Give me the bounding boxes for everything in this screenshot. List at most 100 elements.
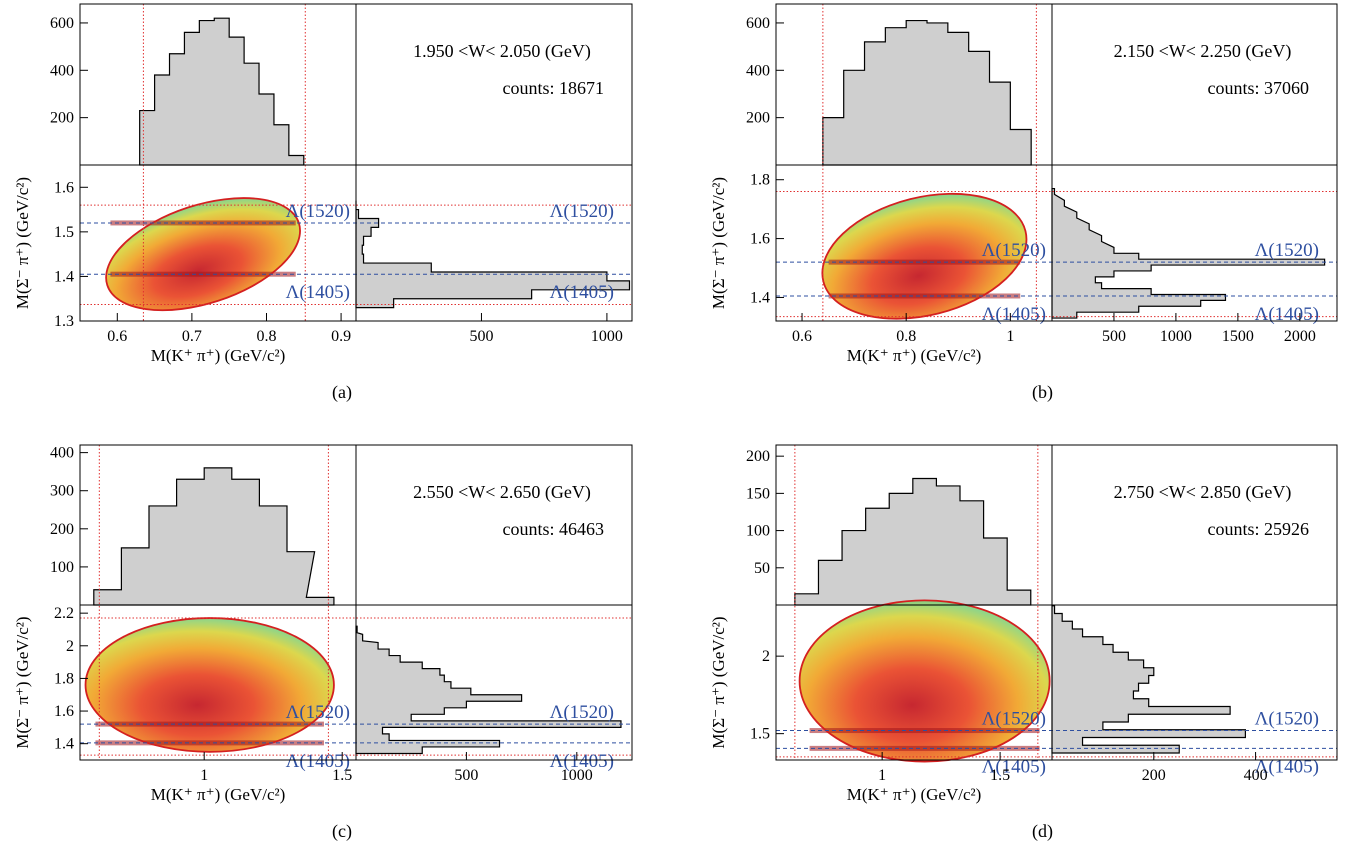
- counts-label: counts: 18671: [503, 78, 605, 98]
- top-histogram: [93, 467, 335, 606]
- y-tick-label: 1.4: [54, 736, 74, 753]
- top-y-tick-label: 200: [50, 521, 74, 538]
- side-x-tick-label: 2000: [1284, 328, 1316, 345]
- y-tick-label: 2: [762, 648, 770, 665]
- counts-label: counts: 37060: [1208, 78, 1310, 98]
- side-histogram: [1051, 187, 1326, 319]
- lambda-label-side: Λ(1520): [550, 702, 614, 723]
- x-tick-label: 1.5: [332, 767, 352, 784]
- side-x-tick-label: 400: [1244, 767, 1268, 784]
- lambda-label-main: Λ(1405): [286, 751, 350, 772]
- lambda-label-side: Λ(1520): [1255, 240, 1319, 261]
- top-histogram: [794, 477, 1032, 606]
- panel-c: Λ(1520) Λ(1520) Λ(1405) Λ(1405) 2.550 <W< 2.…: [13, 444, 633, 842]
- x-tick-label: 0.9: [331, 328, 351, 345]
- lambda-label-side: Λ(1405): [1255, 304, 1319, 325]
- y-tick-label: 1.8: [750, 172, 770, 189]
- top-y-tick-label: 150: [746, 485, 770, 502]
- x-axis-label: M(K⁺ π⁺) (GeV/c²): [151, 785, 286, 804]
- side-histogram: [355, 200, 631, 309]
- lambda-label-side: Λ(1405): [550, 751, 614, 772]
- lambda-label-side: Λ(1405): [1255, 756, 1319, 777]
- y-tick-label: 1.6: [54, 703, 74, 720]
- x-axis-label: M(K⁺ π⁺) (GeV/c²): [151, 346, 286, 365]
- y-tick-label: 1.5: [54, 224, 74, 241]
- top-histogram: [822, 19, 1032, 166]
- frame: [1051, 604, 1338, 761]
- x-tick-label: 1: [1006, 328, 1014, 345]
- y-tick-label: 1.4: [750, 289, 770, 306]
- y-tick-label: 1.5: [750, 726, 770, 743]
- y-tick-label: 1.4: [54, 268, 74, 285]
- density-region: [106, 198, 301, 311]
- panel-b: Λ(1520) Λ(1520) Λ(1405) Λ(1405) 2.150 <W< 2.…: [709, 3, 1338, 403]
- lambda-label-main: Λ(1520): [286, 702, 350, 723]
- y-tick-label: 1.8: [54, 670, 74, 687]
- side-x-tick-label: 1000: [1160, 328, 1192, 345]
- subfigure-caption: (c): [332, 821, 352, 842]
- x-axis-label: M(K⁺ π⁺) (GeV/c²): [847, 346, 982, 365]
- side-x-tick-label: 200: [1142, 767, 1166, 784]
- lambda-label-side: Λ(1520): [550, 201, 614, 222]
- y-axis-label: M(Σ⁻ π⁺) (GeV/c²): [709, 616, 728, 748]
- x-tick-label: 0.6: [107, 328, 127, 345]
- y-tick-label: 1.3: [54, 313, 74, 330]
- lambda-label-main: Λ(1405): [982, 304, 1046, 325]
- y-axis-label: M(Σ⁻ π⁺) (GeV/c²): [709, 177, 728, 309]
- resonance-band: [110, 220, 296, 226]
- w-range-label: 2.750 <W< 2.850 (GeV): [1114, 482, 1292, 503]
- side-histogram: [1051, 605, 1246, 754]
- top-y-tick-label: 200: [746, 448, 770, 465]
- top-y-tick-label: 100: [746, 523, 770, 540]
- x-tick-label: 0.8: [256, 328, 276, 345]
- side-x-tick-label: 1500: [1222, 328, 1254, 345]
- frame: [355, 164, 633, 322]
- x-tick-label: 1: [878, 767, 886, 784]
- lambda-label-main: Λ(1405): [982, 756, 1046, 777]
- frame: [1051, 164, 1338, 322]
- density-region: [85, 618, 334, 752]
- counts-label: counts: 46463: [503, 519, 605, 539]
- y-tick-label: 2.2: [54, 605, 74, 622]
- y-tick-label: 2: [66, 638, 74, 655]
- top-y-tick-label: 300: [50, 483, 74, 500]
- side-x-tick-label: 1000: [591, 328, 623, 345]
- y-tick-label: 1.6: [54, 179, 74, 196]
- w-range-label: 2.550 <W< 2.650 (GeV): [413, 482, 591, 503]
- lambda-label-side: Λ(1405): [550, 282, 614, 303]
- w-range-label: 1.950 <W< 2.050 (GeV): [413, 41, 591, 62]
- side-histogram: [355, 625, 622, 755]
- counts-label: counts: 25926: [1208, 519, 1310, 539]
- side-x-tick-label: 500: [1102, 328, 1126, 345]
- top-y-tick-label: 400: [746, 62, 770, 79]
- resonance-band: [110, 271, 296, 277]
- top-y-tick-label: 400: [50, 62, 74, 79]
- density-region: [822, 193, 1027, 319]
- lambda-label-side: Λ(1520): [1255, 709, 1319, 730]
- lambda-label-main: Λ(1520): [982, 240, 1046, 261]
- x-tick-label: 1: [200, 767, 208, 784]
- lambda-label-main: Λ(1520): [982, 709, 1046, 730]
- frame: [355, 604, 633, 761]
- density-region: [799, 600, 1050, 762]
- y-axis-label: M(Σ⁻ π⁺) (GeV/c²): [13, 177, 32, 309]
- top-y-tick-label: 600: [50, 15, 74, 32]
- top-y-tick-label: 200: [50, 110, 74, 127]
- top-y-tick-label: 400: [50, 445, 74, 462]
- selection-contour: [798, 599, 1051, 763]
- x-tick-label: 1.5: [990, 767, 1010, 784]
- top-y-tick-label: 50: [754, 560, 770, 577]
- y-axis-label: M(Σ⁻ π⁺) (GeV/c²): [13, 616, 32, 748]
- top-histogram: [139, 17, 305, 166]
- top-y-tick-label: 100: [50, 559, 74, 576]
- lambda-label-main: Λ(1405): [286, 282, 350, 303]
- x-tick-label: 0.6: [792, 328, 812, 345]
- subfigure-caption: (a): [332, 382, 352, 403]
- top-y-tick-label: 600: [746, 15, 770, 32]
- side-x-tick-label: 500: [454, 767, 478, 784]
- lambda-label-main: Λ(1520): [286, 201, 350, 222]
- y-tick-label: 1.6: [750, 231, 770, 248]
- w-range-label: 2.150 <W< 2.250 (GeV): [1114, 41, 1292, 62]
- top-y-tick-label: 200: [746, 110, 770, 127]
